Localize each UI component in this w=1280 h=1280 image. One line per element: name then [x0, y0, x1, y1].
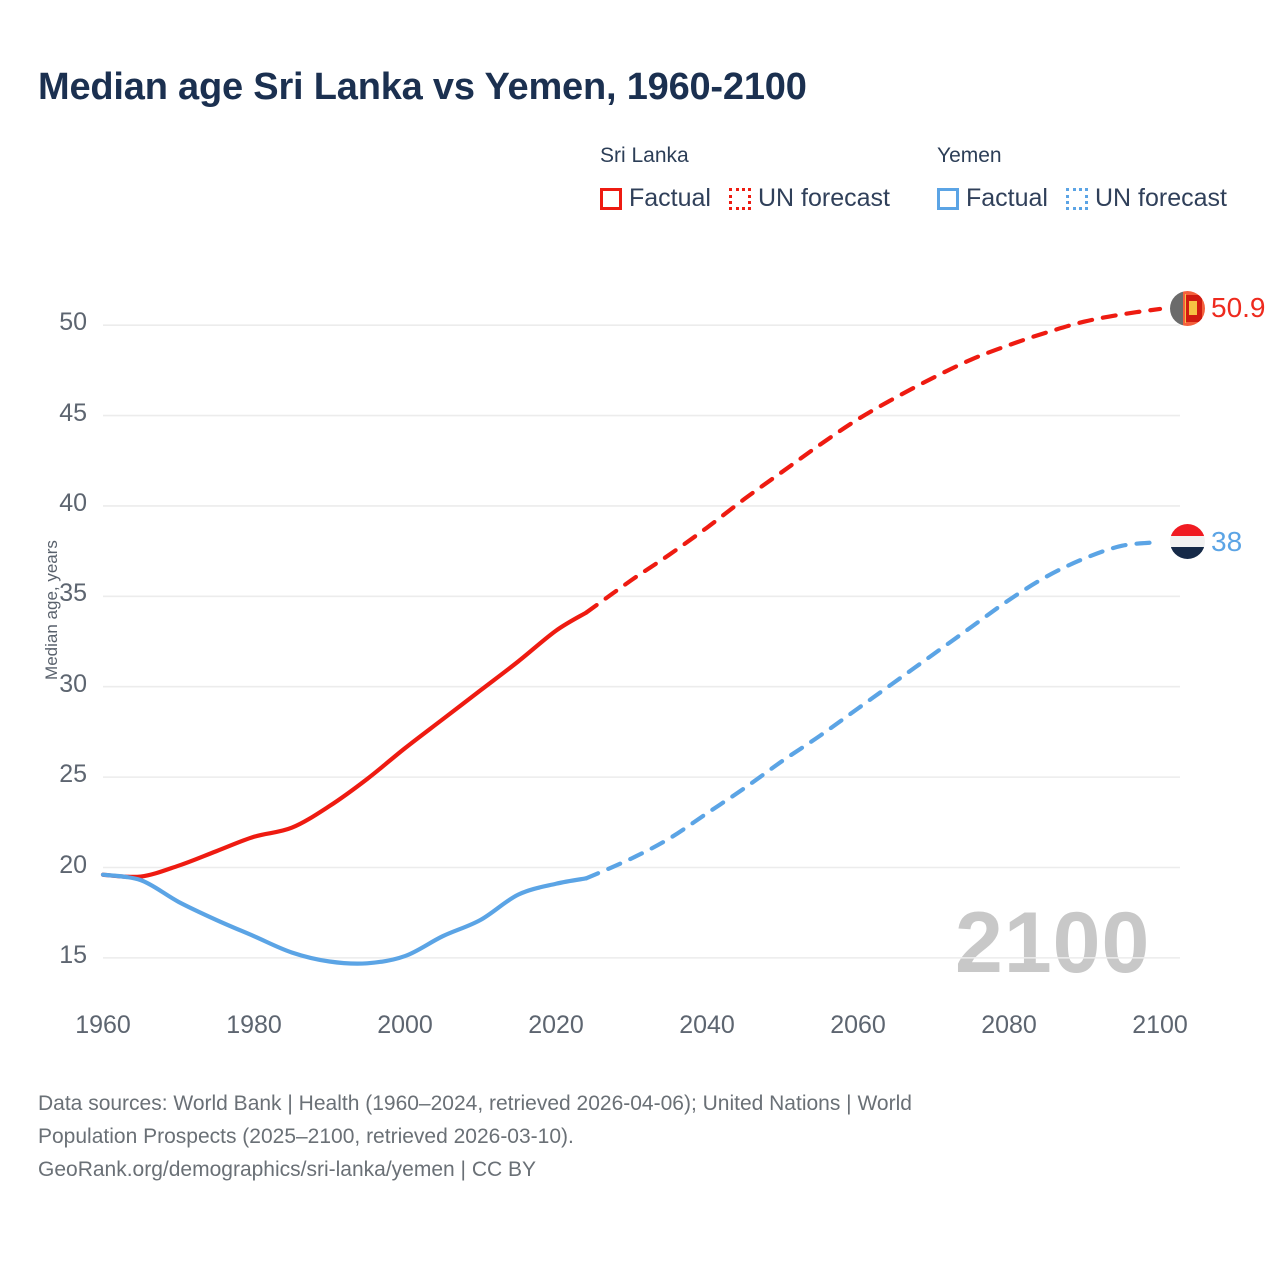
endpoint-value-sri-lanka: 50.9	[1211, 292, 1266, 324]
series-line-forecast	[584, 540, 1163, 881]
y-axis-tick-label: 40	[59, 488, 87, 517]
endpoint-value-yemen: 38	[1211, 525, 1243, 557]
legend-item-yemen-forecast[interactable]: UN forecast	[1065, 184, 1227, 213]
legend-swatch-solid-icon	[600, 187, 622, 210]
x-axis-tick-label: 1980	[226, 1011, 282, 1039]
y-axis-tick-label: 45	[59, 398, 87, 427]
legend-group-title-yemen: Yemen	[937, 144, 1002, 167]
series-line-forecast	[584, 306, 1163, 615]
legend-label-yemen-forecast: UN forecast	[1094, 184, 1227, 212]
legend-item-yemen-factual[interactable]: Factual	[937, 184, 1048, 213]
y-axis-tick-label: 30	[59, 669, 87, 698]
legend-label-yemen-factual: Factual	[966, 184, 1048, 212]
endpoint-marker-sri-lanka[interactable]: 50.9	[1170, 290, 1266, 326]
yemen-flag-icon	[1170, 524, 1205, 560]
chart-gridlines	[103, 324, 1180, 959]
x-axis-tick-label: 1960	[75, 1011, 131, 1039]
legend-label-sri-lanka-factual: Factual	[629, 184, 711, 212]
x-axis-tick-label: 2000	[377, 1011, 433, 1039]
x-axis-tick-label: 2040	[679, 1011, 735, 1039]
legend-item-sri-lanka-factual[interactable]: Factual	[600, 184, 711, 213]
y-axis-tick-label: 35	[59, 579, 87, 608]
chart-watermark: 2100	[955, 895, 1151, 991]
legend-label-sri-lanka-forecast: UN forecast	[757, 184, 890, 212]
y-axis-tick-label: 25	[59, 760, 87, 789]
y-axis-tick-label: 15	[59, 940, 87, 969]
page-title: Median age Sri Lanka vs Yemen, 1960-2100	[38, 66, 807, 108]
legend-swatch-dotted-icon	[728, 187, 751, 210]
legend-swatch-dotted-icon	[1065, 187, 1088, 210]
legend-swatch-solid-icon	[937, 187, 959, 210]
x-axis-tick-label: 2100	[1132, 1011, 1188, 1039]
chart-footer: Data sources: World Bank | Health (1960–…	[38, 1087, 1218, 1186]
chart-series-lines	[100, 306, 1163, 966]
legend-group-yemen: Yemen Factual UN forecast	[937, 143, 1227, 213]
endpoint-marker-yemen[interactable]: 38	[1170, 524, 1243, 560]
x-axis-tick-label: 2080	[981, 1011, 1037, 1039]
footer-data-sources-line-1: Data sources: World Bank | Health (1960–…	[38, 1092, 912, 1115]
footer-data-sources-line-2: Population Prospects (2025–2100, retriev…	[38, 1125, 574, 1148]
sri-lanka-flag-icon	[1170, 290, 1205, 326]
chart-legend: Sri Lanka Factual UN forecast Yemen Fact…	[600, 143, 1260, 223]
series-line-factual	[100, 610, 589, 880]
legend-group-title-sri-lanka: Sri Lanka	[600, 144, 689, 167]
legend-item-sri-lanka-forecast[interactable]: UN forecast	[728, 184, 890, 213]
series-line-factual	[100, 872, 589, 966]
legend-group-sri-lanka: Sri Lanka Factual UN forecast	[600, 143, 890, 213]
x-axis-tick-label: 2060	[830, 1011, 886, 1039]
y-axis-tick-label: 50	[59, 308, 87, 337]
footer-attribution: GeoRank.org/demographics/sri-lanka/yemen…	[38, 1158, 537, 1181]
y-axis-tick-label: 20	[59, 850, 87, 879]
x-axis-tick-label: 2020	[528, 1011, 584, 1039]
